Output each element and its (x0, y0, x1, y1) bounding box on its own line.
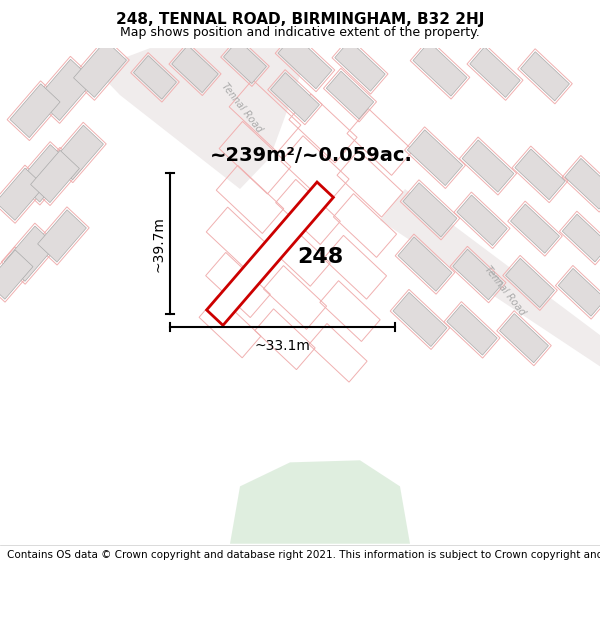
Text: 248: 248 (297, 247, 343, 267)
Polygon shape (470, 47, 520, 98)
Polygon shape (511, 204, 559, 253)
Polygon shape (380, 189, 600, 366)
Polygon shape (230, 460, 410, 544)
Polygon shape (206, 182, 334, 326)
Polygon shape (521, 52, 569, 101)
Text: 248, TENNAL ROAD, BIRMINGHAM, B32 2HJ: 248, TENNAL ROAD, BIRMINGHAM, B32 2HJ (116, 12, 484, 27)
Text: Contains OS data © Crown copyright and database right 2021. This information is : Contains OS data © Crown copyright and d… (7, 550, 600, 560)
Polygon shape (0, 168, 44, 221)
Polygon shape (74, 41, 127, 98)
Polygon shape (407, 130, 463, 186)
Polygon shape (335, 41, 385, 91)
Polygon shape (326, 71, 374, 119)
Polygon shape (457, 195, 507, 246)
Polygon shape (53, 125, 103, 180)
Polygon shape (134, 56, 176, 99)
Text: Tennal Road: Tennal Road (482, 264, 527, 318)
Polygon shape (172, 46, 218, 92)
Polygon shape (565, 158, 600, 209)
Polygon shape (10, 84, 60, 138)
Polygon shape (95, 48, 310, 189)
Polygon shape (403, 182, 457, 237)
Polygon shape (38, 210, 86, 262)
Text: ~39.7m: ~39.7m (151, 216, 165, 272)
Polygon shape (18, 144, 72, 202)
Text: Map shows position and indicative extent of the property.: Map shows position and indicative extent… (120, 26, 480, 39)
Text: ~239m²/~0.059ac.: ~239m²/~0.059ac. (210, 146, 413, 165)
Text: ~33.1m: ~33.1m (254, 339, 310, 352)
Polygon shape (224, 40, 266, 84)
Polygon shape (393, 292, 447, 346)
Text: Tennal Road: Tennal Road (220, 81, 265, 134)
Polygon shape (413, 42, 467, 96)
Polygon shape (500, 314, 548, 362)
Polygon shape (462, 140, 514, 192)
Polygon shape (453, 249, 503, 300)
Polygon shape (278, 34, 332, 89)
Polygon shape (398, 237, 452, 291)
Polygon shape (4, 226, 56, 281)
Polygon shape (31, 151, 79, 202)
Polygon shape (447, 304, 497, 355)
Polygon shape (0, 250, 33, 299)
Polygon shape (271, 72, 319, 122)
Polygon shape (562, 214, 600, 262)
Polygon shape (37, 59, 94, 121)
Polygon shape (515, 149, 565, 200)
Polygon shape (558, 268, 600, 316)
Polygon shape (506, 258, 554, 308)
